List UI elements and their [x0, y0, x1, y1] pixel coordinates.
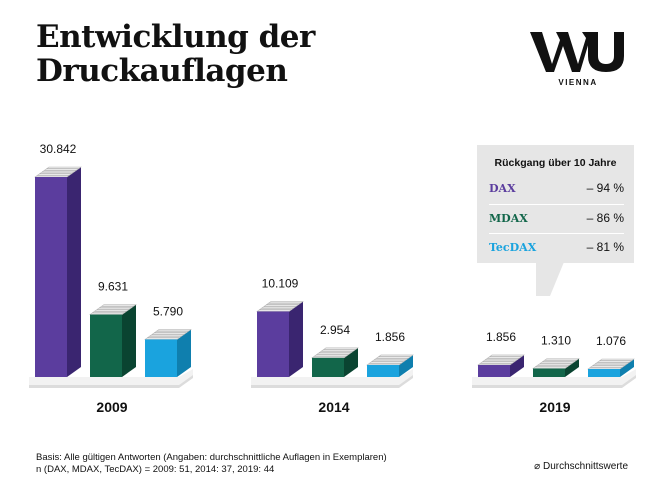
- page-title: Entwicklung der Druckauflagen: [36, 20, 315, 88]
- legend-note: ⌀ Durchschnittswerte: [534, 461, 628, 472]
- bar: [312, 357, 344, 377]
- callout-row-mdax: MDAX – 86 %: [489, 205, 624, 231]
- callout-label-tecdax: TecDAX: [489, 240, 537, 254]
- bar: [533, 368, 565, 377]
- chart-floor-edge: [251, 375, 413, 388]
- chart-category-labels: 2009 2014 2019: [96, 399, 570, 415]
- logo-subtitle: VIENNA: [558, 78, 598, 87]
- wu-vienna-logo: VIENNA: [530, 28, 626, 87]
- callout-value-dax: – 94 %: [586, 181, 624, 195]
- bar: [35, 177, 67, 377]
- footnote-line-1: Basis: Alle gültigen Antworten (Angaben:…: [36, 452, 387, 463]
- bar-side: [289, 301, 303, 377]
- chart-bars: [34, 166, 635, 377]
- callout-row-dax: DAX – 94 %: [489, 175, 624, 201]
- title-line-2: Druckauflagen: [36, 53, 288, 89]
- data-label: 1.076: [596, 334, 626, 348]
- decline-callout: Rückgang über 10 Jahre DAX – 94 % MDAX –…: [477, 145, 634, 263]
- bar-side: [344, 347, 358, 377]
- bar-side: [399, 354, 413, 377]
- callout-header: Rückgang über 10 Jahre: [494, 157, 617, 169]
- callout-pointer: [536, 262, 564, 296]
- bar-side: [510, 354, 524, 377]
- footnote: Basis: Alle gültigen Antworten (Angaben:…: [36, 452, 387, 476]
- data-label: 1.310: [541, 334, 571, 348]
- x-tick-label: 2014: [318, 399, 349, 415]
- callout-divider: [489, 233, 624, 234]
- x-tick-label: 2009: [96, 399, 127, 415]
- callout-row-tecdax: TecDAX – 81 %: [489, 234, 624, 260]
- data-label: 1.856: [375, 330, 405, 344]
- bar: [478, 364, 510, 377]
- data-label: 30.842: [40, 142, 77, 156]
- data-label: 2.954: [320, 323, 350, 337]
- title-line-1: Entwicklung der: [36, 19, 315, 55]
- data-label: 1.856: [486, 330, 516, 344]
- chart-floor-edge: [29, 375, 193, 388]
- footnote-line-2: n (DAX, MDAX, TecDAX) = 2009: 51, 2014: …: [36, 464, 275, 475]
- bar: [257, 311, 289, 377]
- bar: [588, 369, 620, 377]
- data-label: 9.631: [98, 280, 128, 294]
- bar-side: [177, 329, 191, 377]
- callout-label-dax: DAX: [489, 181, 516, 195]
- data-label: 5.790: [153, 304, 183, 318]
- callout-value-mdax: – 86 %: [586, 211, 624, 225]
- callout-value-tecdax: – 81 %: [586, 240, 624, 254]
- bar: [145, 339, 177, 377]
- chart-value-labels: 30.842 9.631 5.790 10.109 2.954 1.856 1.856 1.3…: [40, 142, 627, 348]
- callout-divider: [489, 204, 624, 205]
- bar-side: [620, 359, 634, 377]
- wu-logo-mark: [530, 32, 624, 72]
- data-label: 10.109: [262, 276, 299, 290]
- bar-side: [565, 358, 579, 377]
- bar-side: [122, 304, 136, 377]
- bar: [367, 364, 399, 377]
- bar: [90, 314, 122, 377]
- bar-side: [67, 167, 81, 377]
- callout-label-mdax: MDAX: [489, 211, 528, 225]
- x-tick-label: 2019: [539, 399, 570, 415]
- chart-floor-edge: [472, 375, 636, 388]
